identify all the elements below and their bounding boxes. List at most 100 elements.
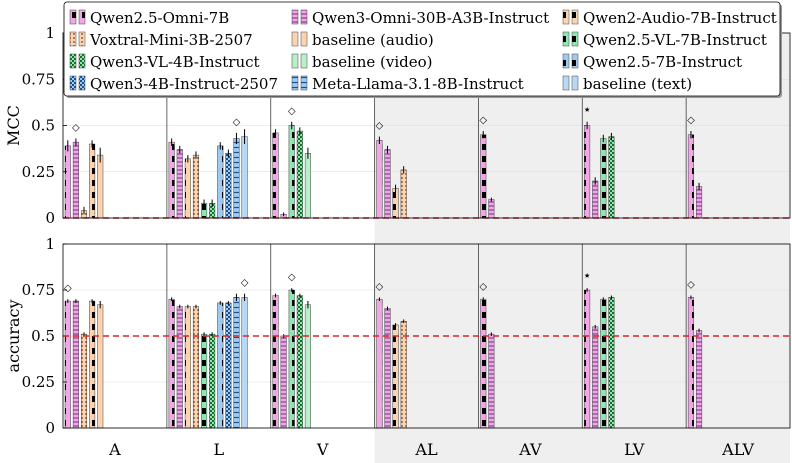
significance-marker: ◇ [479, 115, 487, 126]
legend-label: Qwen3-VL-4B-Instruct [90, 53, 260, 71]
legend-swatch [291, 31, 299, 47]
significance-marker: ◇ [288, 272, 296, 283]
y-axis-label: accuracy [4, 300, 23, 373]
legend-label: Qwen2.5-7B-Instruct [583, 53, 742, 71]
significance-marker: ◇ [72, 122, 80, 133]
x-tick-label: AV [518, 440, 542, 459]
legend-swatch-pattern [70, 10, 76, 24]
significance-marker: ◇ [288, 106, 296, 117]
y-tick-label: 1 [45, 235, 55, 253]
significance-marker: ⋆ [583, 268, 592, 284]
bar [241, 136, 248, 219]
legend-swatch-pattern [70, 54, 76, 68]
legend-swatch-pattern [292, 76, 298, 90]
y-axis-label: MCC [4, 105, 23, 146]
x-tick-label: ALV [721, 440, 754, 459]
legend-swatch [562, 75, 570, 91]
bar-pattern [73, 301, 79, 428]
y-tick-label: 0.5 [31, 117, 55, 135]
bar-pattern [176, 306, 183, 428]
bar-pattern [193, 155, 199, 218]
bar-pattern [201, 203, 207, 218]
significance-marker: ◇ [64, 283, 72, 294]
legend-swatch-pattern [572, 32, 578, 46]
bar [304, 304, 311, 429]
y-tick-label: 0.75 [22, 70, 55, 88]
legend-swatch-pattern [70, 76, 76, 90]
legend-swatch [571, 75, 579, 91]
bar-pattern [288, 290, 295, 428]
x-tick-label: L [213, 440, 224, 459]
significance-marker: ◇ [241, 278, 249, 289]
legend-label: Qwen2-Audio-7B-Instruct [583, 9, 777, 27]
bar [304, 153, 311, 219]
legend-swatch-pattern [79, 54, 85, 68]
bar-pattern [168, 142, 175, 218]
x-tick-label: A [108, 440, 121, 459]
legend-swatch-pattern [563, 54, 569, 68]
bar-pattern [696, 330, 702, 428]
bar-pattern [600, 299, 607, 428]
x-tick-label: V [316, 440, 329, 459]
legend-label: baseline (video) [312, 53, 433, 71]
y-tick-label: 1 [45, 24, 55, 42]
bar-pattern [297, 131, 303, 218]
bar-pattern [209, 334, 215, 428]
bar [241, 297, 248, 429]
bar-pattern [193, 306, 199, 428]
y-tick-label: 0 [45, 209, 55, 227]
bar [97, 154, 104, 219]
bar-pattern [400, 169, 407, 218]
bar-pattern [176, 149, 183, 218]
y-tick-label: 0 [45, 419, 55, 437]
bar-pattern [89, 301, 95, 428]
bar-pattern [392, 324, 399, 428]
legend-label: Qwen2.5-VL-7B-Instruct [583, 31, 767, 49]
bar-pattern [272, 132, 279, 218]
significance-marker: ◇ [233, 117, 241, 128]
bar-pattern [65, 301, 71, 428]
significance-marker: ◇ [376, 281, 384, 292]
bar-pattern [225, 153, 232, 218]
bar-pattern [608, 297, 615, 428]
legend-swatch-pattern [70, 32, 76, 46]
bar-pattern [688, 297, 694, 428]
bar-pattern [600, 138, 607, 218]
bar-pattern [185, 306, 191, 428]
legend-swatch [300, 31, 308, 47]
legend-label: Voxtral-Mini-3B-2507 [89, 31, 253, 49]
bar-pattern [73, 142, 79, 218]
bar-pattern [400, 321, 407, 428]
bar-pattern [384, 308, 391, 428]
bar-pattern [209, 203, 215, 218]
bar-pattern [376, 299, 383, 428]
bar-pattern [696, 186, 702, 218]
legend-swatch-pattern [563, 32, 569, 46]
x-tick-label: LV [624, 440, 645, 459]
panel-frame [62, 243, 791, 429]
bar-pattern [376, 140, 383, 218]
legend-swatch-pattern [572, 10, 578, 24]
legend-swatch-pattern [563, 10, 569, 24]
legend-label: baseline (text) [583, 75, 692, 93]
bar-pattern [233, 297, 240, 428]
bar-pattern [280, 336, 287, 428]
y-tick-label: 0.25 [22, 373, 55, 391]
significance-marker: ◇ [687, 115, 695, 126]
bar-pattern [480, 134, 487, 218]
y-tick-label: 0.5 [31, 327, 55, 345]
bar-pattern [392, 188, 399, 218]
legend-swatch-pattern [292, 10, 298, 24]
significance-marker: ◇ [479, 281, 487, 292]
bar-pattern [217, 145, 224, 218]
bar-pattern [201, 334, 207, 428]
bar-pattern [233, 138, 240, 218]
bar-pattern [89, 144, 95, 218]
legend-swatch-pattern [79, 32, 85, 46]
bar-pattern [168, 299, 175, 428]
bar-pattern [272, 295, 279, 428]
legend-swatch-pattern [301, 10, 307, 24]
legend-swatch [300, 53, 308, 69]
legend-swatch-pattern [79, 76, 85, 90]
